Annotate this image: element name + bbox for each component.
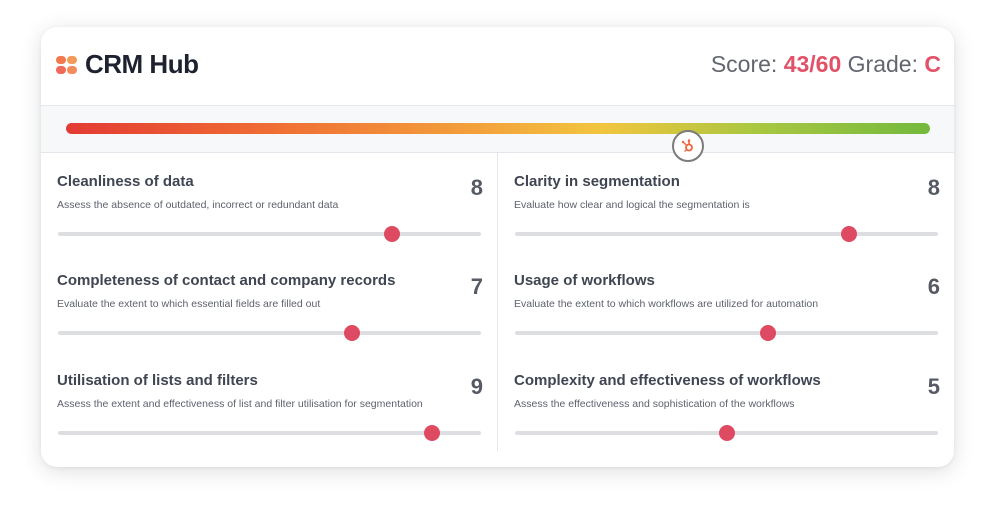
metric-title: Usage of workflows	[514, 272, 655, 289]
metric-description: Evaluate how clear and logical the segme…	[514, 199, 750, 211]
metric-value: 6	[927, 274, 940, 299]
metric-slider-track[interactable]	[58, 325, 481, 341]
score-value: 43/60	[783, 51, 842, 77]
metric-slider-handle[interactable]	[343, 325, 360, 341]
metric-slider-track[interactable]	[515, 325, 938, 341]
brand-title: CRM Hub	[85, 49, 199, 79]
metric-description: Evaluate the extent to which essential f…	[57, 298, 321, 310]
metric-cleanliness-of-data: Cleanliness of data Assess the absence o…	[57, 173, 487, 263]
metric-usage-of-workflows: Usage of workflows Evaluate the extent t…	[514, 272, 944, 362]
hubspot-sprocket-icon	[682, 139, 694, 153]
metric-slider-handle[interactable]	[718, 425, 735, 441]
metric-title: Completeness of contact and company reco…	[57, 272, 396, 289]
metric-slider-track[interactable]	[58, 425, 481, 441]
metric-slider-handle[interactable]	[424, 425, 441, 441]
score-label: Score:	[710, 51, 778, 77]
metric-value: 9	[470, 374, 483, 399]
metric-title: Utilisation of lists and filters	[57, 372, 258, 389]
metric-slider-track[interactable]	[515, 425, 938, 441]
metric-title: Clarity in segmentation	[514, 173, 680, 190]
metric-value: 8	[470, 175, 483, 200]
crm-hub-logo-icon	[56, 56, 78, 74]
metric-complexity-of-workflows: Complexity and effectiveness of workflow…	[514, 372, 944, 462]
grade-value: C	[924, 51, 941, 77]
metric-slider-handle[interactable]	[384, 226, 401, 242]
card-header: CRM Hub Score: 43/60 Grade: C	[41, 27, 954, 106]
metric-description: Assess the extent and effectiveness of l…	[57, 398, 423, 410]
metric-completeness-of-records: Completeness of contact and company reco…	[57, 272, 487, 362]
metric-description: Assess the effectiveness and sophisticat…	[514, 398, 795, 410]
metric-value: 8	[927, 175, 940, 200]
metric-description: Assess the absence of outdated, incorrec…	[57, 199, 339, 211]
score-summary: Score: 43/60 Grade: C	[711, 51, 941, 78]
grade-label: Grade:	[847, 51, 918, 77]
score-gauge	[41, 106, 954, 162]
metric-slider-track[interactable]	[58, 226, 481, 242]
metric-clarity-in-segmentation: Clarity in segmentation Evaluate how cle…	[514, 173, 944, 263]
column-divider	[497, 153, 498, 451]
metric-value: 7	[470, 274, 483, 299]
gauge-gradient-bar	[66, 123, 930, 162]
metric-title: Complexity and effectiveness of workflow…	[514, 372, 821, 389]
metric-value: 5	[927, 374, 940, 399]
metric-slider-track[interactable]	[515, 226, 938, 242]
metric-description: Evaluate the extent to which workflows a…	[514, 298, 819, 310]
metric-slider-handle[interactable]	[759, 325, 776, 341]
gauge-marker	[672, 130, 705, 162]
metric-title: Cleanliness of data	[57, 173, 194, 190]
crm-score-card: CRM Hub Score: 43/60 Grade: C Cleanl	[41, 27, 954, 467]
metric-utilisation-of-lists: Utilisation of lists and filters Assess …	[57, 372, 487, 462]
metric-slider-handle[interactable]	[841, 226, 858, 242]
